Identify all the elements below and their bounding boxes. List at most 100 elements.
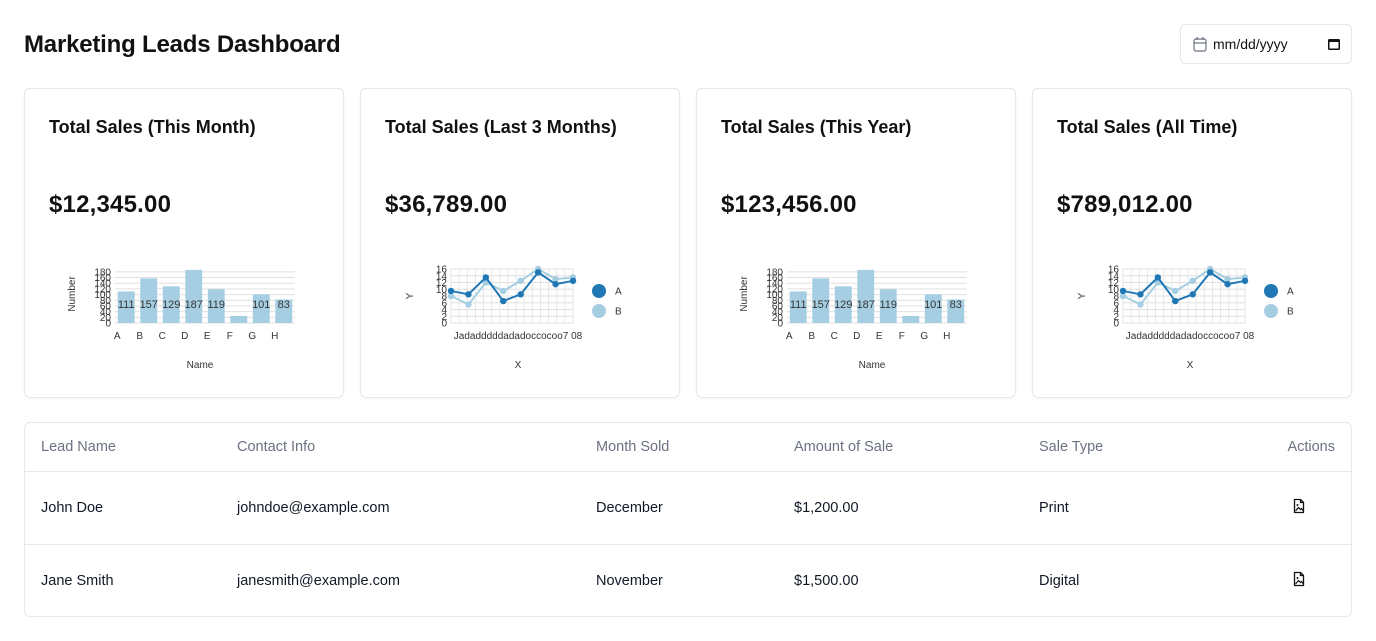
column-header-actions: Actions <box>1203 423 1351 472</box>
bar <box>834 286 852 323</box>
x-tick-label: B <box>136 331 143 342</box>
lead-name-cell: John Doe <box>25 471 221 545</box>
card-this-year: Total Sales (This Year) $123,456.00 0 20 4… <box>696 88 1016 398</box>
data-point <box>569 277 577 285</box>
y-tick-label: 120 <box>94 284 111 295</box>
data-point <box>500 297 507 305</box>
data-point <box>1172 287 1179 295</box>
y-tick-label: 16 <box>436 265 448 276</box>
card-title: Total Sales (This Year) <box>721 117 912 137</box>
card-value: $123,456.00 <box>721 191 857 218</box>
x-tick-labels: Jadadddddadadoccocoo7 08 <box>454 331 583 342</box>
data-point <box>1206 269 1214 276</box>
y-tick-label: 6 <box>1113 298 1119 309</box>
bar <box>162 286 180 323</box>
date-picker-icon[interactable] <box>1327 37 1341 51</box>
legend-label: B <box>1287 307 1294 318</box>
bar <box>185 269 203 323</box>
y-tick-label: 0 <box>105 319 111 330</box>
series-line-b <box>1122 267 1246 306</box>
legend-marker-b <box>1264 304 1278 318</box>
y-tick-label: 80 <box>100 296 112 307</box>
legend-marker-a <box>592 284 606 298</box>
bar-value-label: 101 <box>924 299 942 311</box>
amount-cell: $1,200.00 <box>778 471 1023 545</box>
column-header-lead-name[interactable]: Lead Name <box>25 423 221 472</box>
legend-marker-a <box>1264 284 1278 298</box>
x-tick-label: G <box>248 331 256 342</box>
column-header-amount[interactable]: Amount of Sale <box>778 423 1023 472</box>
y-tick-label: 8 <box>441 292 447 303</box>
file-image-icon[interactable] <box>1291 571 1307 587</box>
bar-value-label: 129 <box>162 299 180 311</box>
y-tick-label: 2 <box>1113 312 1119 323</box>
bar <box>857 269 875 323</box>
column-header-month-sold[interactable]: Month Sold <box>580 423 778 472</box>
y-tick-label: 60 <box>772 301 784 312</box>
y-tick-label: 8 <box>1113 292 1119 303</box>
x-tick-label: C <box>159 331 166 342</box>
data-point <box>534 269 542 276</box>
data-point <box>465 291 472 298</box>
bar-value-label: 129 <box>834 299 852 311</box>
column-header-sale-type[interactable]: Sale Type <box>1023 423 1203 472</box>
sale-type-cell: Print <box>1023 471 1203 545</box>
column-header-contact-info[interactable]: Contact Info <box>221 423 580 472</box>
data-point <box>500 287 507 295</box>
table-row: John Doe johndoe@example.com December $1… <box>25 471 1351 545</box>
bar <box>947 299 965 323</box>
leads-table: Lead Name Contact Info Month Sold Amount… <box>24 422 1352 617</box>
data-point <box>1172 297 1179 305</box>
card-value: $789,012.00 <box>1057 191 1193 218</box>
bar-value-label: 111 <box>790 299 807 311</box>
y-tick-label: 40 <box>772 307 784 318</box>
data-point <box>1224 280 1231 288</box>
table-row: Jane Smith janesmith@example.com Novembe… <box>25 544 1351 616</box>
card-value: $36,789.00 <box>385 191 508 218</box>
legend-label: A <box>615 287 622 298</box>
bar <box>812 278 830 323</box>
x-tick-label: B <box>808 331 815 342</box>
data-point <box>1154 274 1162 281</box>
y-tick-label: 14 <box>1108 271 1120 282</box>
x-tick-labels: Jadadddddadadoccocoo7 08 <box>1126 331 1255 342</box>
x-tick-label: A <box>786 331 793 342</box>
data-point <box>517 277 524 285</box>
actions-cell <box>1203 544 1351 616</box>
bar-value-label: 83 <box>278 299 290 311</box>
y-tick-label: 0 <box>441 319 447 330</box>
card-title: Total Sales (Last 3 Months) <box>385 117 617 137</box>
y-tick-label: 180 <box>94 267 111 278</box>
bar-value-label: 157 <box>812 299 830 311</box>
bar <box>789 291 807 323</box>
legend-marker-b <box>592 304 606 318</box>
x-tick-label: H <box>943 331 950 342</box>
file-image-icon[interactable] <box>1291 498 1307 514</box>
date-placeholder: mm/dd/yyyy <box>1213 36 1288 52</box>
x-tick-label: D <box>181 331 188 342</box>
bar-value-label: 119 <box>207 299 225 311</box>
bar <box>117 291 135 323</box>
bar <box>275 299 293 323</box>
actions-cell <box>1203 471 1351 545</box>
bar-value-label: 83 <box>950 299 962 311</box>
x-tick-label: D <box>853 331 860 342</box>
y-tick-label: 40 <box>100 307 112 318</box>
y-tick-label: 80 <box>772 296 784 307</box>
x-tick-label: H <box>271 331 278 342</box>
sale-type-cell: Digital <box>1039 572 1080 589</box>
legend-label: B <box>615 307 622 318</box>
x-tick-label: A <box>114 331 121 342</box>
table-header-row: Lead Name Contact Info Month Sold Amount… <box>25 423 1351 472</box>
series-line-b <box>450 267 574 306</box>
date-input[interactable]: mm/dd/yyyy <box>1180 24 1352 64</box>
y-tick-label: 4 <box>441 305 447 316</box>
header: Marketing Leads Dashboard mm/dd/yyyy <box>24 22 1352 66</box>
bar-value-label: 157 <box>140 299 158 311</box>
contact-info-cell: johndoe@example.com <box>221 471 580 545</box>
data-point <box>1189 277 1196 285</box>
bar-value-label: 187 <box>857 299 875 311</box>
